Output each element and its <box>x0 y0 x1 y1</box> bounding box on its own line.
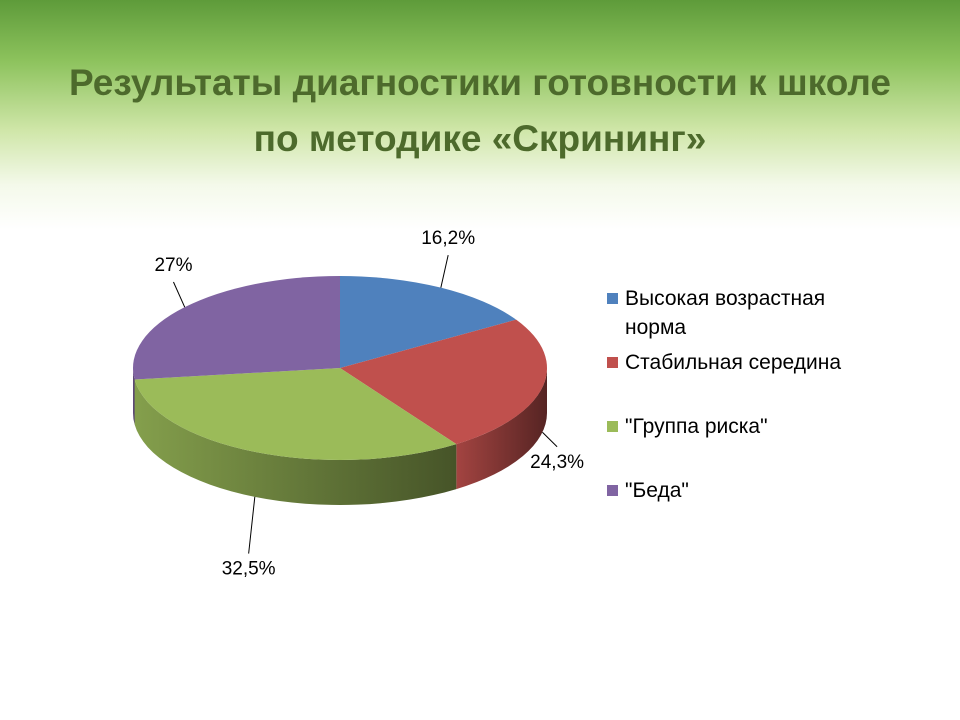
legend-label: Высокая возрастная норма <box>625 287 826 339</box>
slice <box>133 276 340 380</box>
leader-line <box>440 254 449 288</box>
legend-label: "Группа риска" <box>625 415 768 438</box>
leader-line <box>248 496 256 554</box>
data-label: 24,3% <box>530 452 584 473</box>
legend-swatch <box>607 357 618 368</box>
data-label: 32,5% <box>222 559 276 580</box>
slice-side <box>456 368 547 490</box>
leader-line <box>542 431 558 448</box>
legend-item: Высокая возрастная норма <box>607 284 867 342</box>
data-label: 16,2% <box>421 228 475 249</box>
legend-swatch <box>607 485 618 496</box>
legend: Высокая возрастная норма Стабильная серед… <box>607 284 867 540</box>
slide-title: Результаты диагностики готовности к школ… <box>69 62 891 159</box>
legend-item: Стабильная середина <box>607 348 867 406</box>
leader-line <box>173 281 186 308</box>
legend-label: "Беда" <box>625 479 689 502</box>
legend-label: Стабильная середина <box>625 351 841 374</box>
slice-side <box>133 368 135 425</box>
legend-swatch <box>607 293 618 304</box>
legend-swatch <box>607 421 618 432</box>
slice-side <box>134 379 457 505</box>
slice <box>340 276 517 368</box>
slice <box>134 368 457 460</box>
legend-item: "Группа риска" <box>607 412 867 470</box>
data-label: 27% <box>154 255 192 276</box>
slice <box>340 319 547 445</box>
legend-item: "Беда" <box>607 476 867 534</box>
